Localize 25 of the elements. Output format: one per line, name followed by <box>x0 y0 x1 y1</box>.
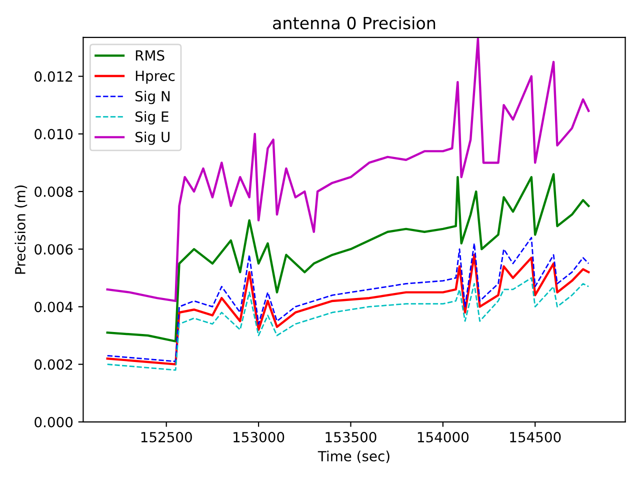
x-tick-label: 153500 <box>326 432 376 442</box>
y-axis-title: Precision (m) <box>14 186 28 274</box>
y-tick-label: 0.002 <box>34 359 72 370</box>
y-tick-label: 0.012 <box>34 71 72 82</box>
y-tick-label: 0.006 <box>34 244 73 255</box>
y-tick-label: 0.010 <box>34 128 73 140</box>
y-tick-label: 0.004 <box>34 302 73 312</box>
legend-label: Sig N <box>136 90 170 104</box>
legend-label: Hprec <box>136 70 175 84</box>
line-series <box>106 277 590 371</box>
line-series <box>106 173 590 342</box>
x-tick-label: 154000 <box>418 432 469 442</box>
legend-label: Sig E <box>136 111 168 125</box>
line-series <box>106 236 590 362</box>
x-tick-label: 154500 <box>510 432 561 442</box>
x-tick-label: 152500 <box>141 432 192 442</box>
legend-label: Sig U <box>136 131 170 145</box>
chart-title: antenna 0 Precision <box>273 16 436 30</box>
line-series <box>106 254 590 366</box>
y-tick-label: 0.008 <box>34 186 73 197</box>
legend-label: RMS <box>136 50 164 61</box>
x-axis-title: Time (sec) <box>318 450 390 464</box>
y-tick-label: 0.000 <box>34 416 73 428</box>
x-tick-label: 153000 <box>234 432 284 442</box>
line-series <box>106 38 590 302</box>
